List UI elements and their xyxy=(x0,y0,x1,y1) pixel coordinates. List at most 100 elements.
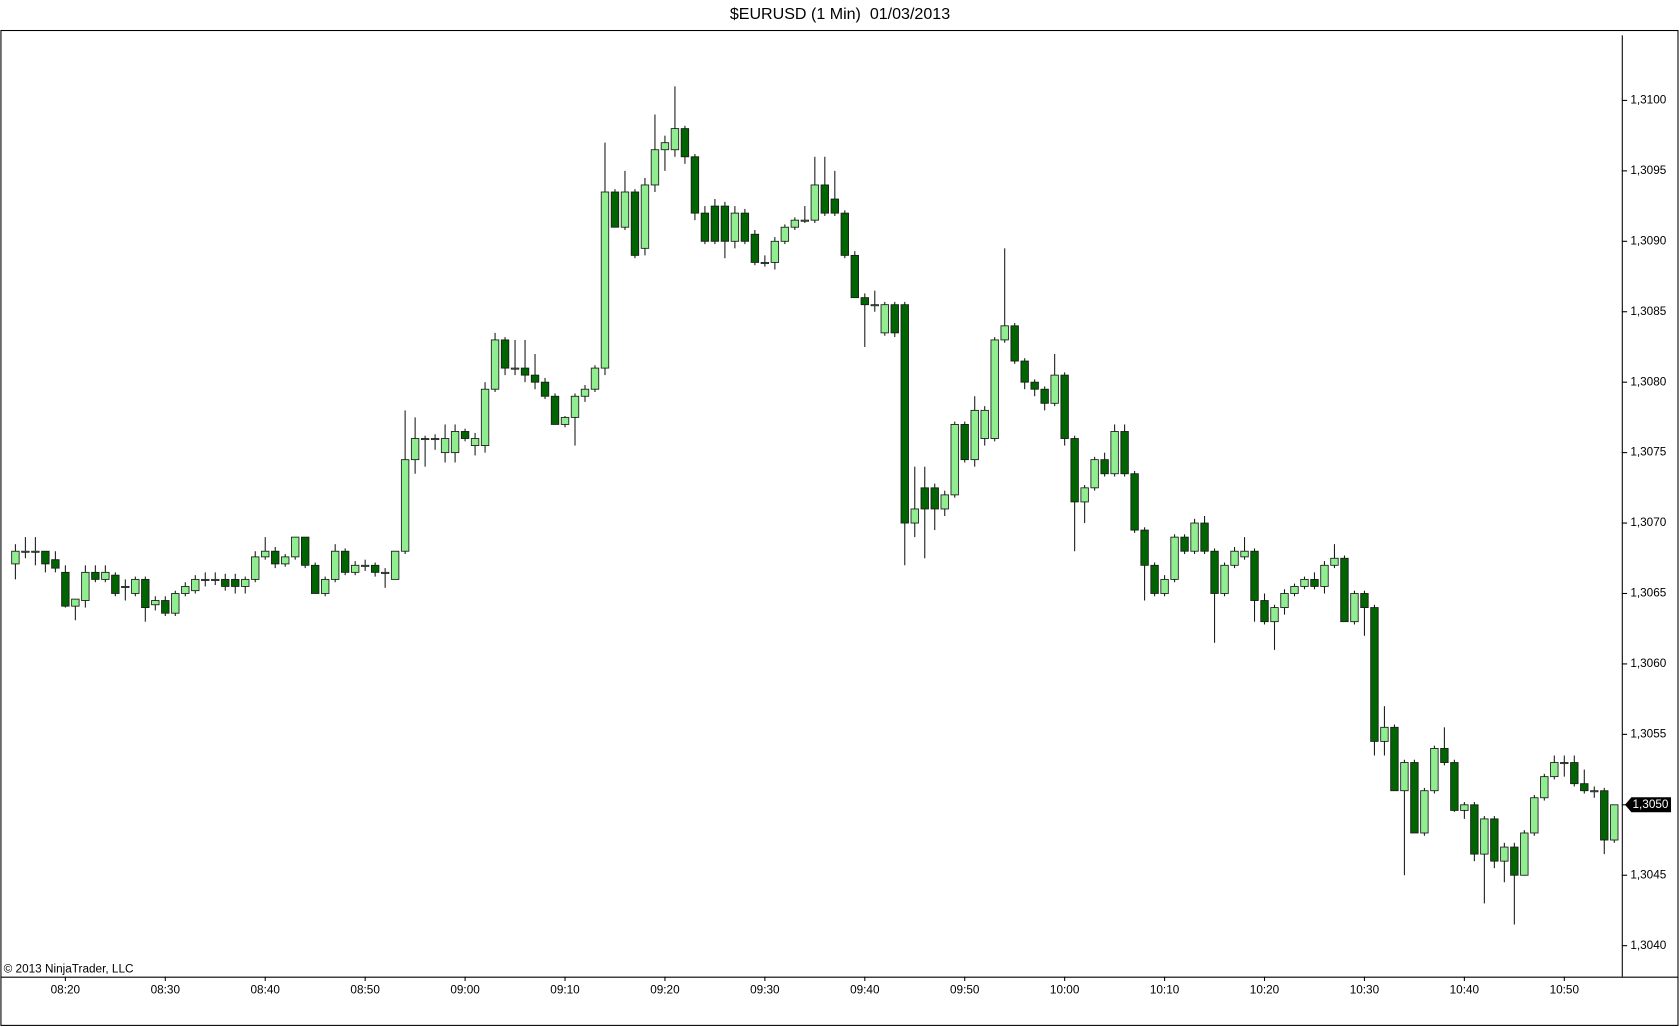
candle-body xyxy=(1090,459,1099,489)
candle-body xyxy=(840,212,849,256)
candle-body xyxy=(330,550,340,580)
candle-body xyxy=(231,578,240,587)
candle-body xyxy=(550,395,560,425)
candle-body xyxy=(41,550,50,565)
candle-body xyxy=(281,556,290,565)
candle-body xyxy=(1230,550,1239,566)
candle-body xyxy=(370,564,380,573)
candle-body xyxy=(1490,818,1499,862)
candle-body xyxy=(1130,473,1139,531)
candle-body xyxy=(770,240,780,263)
candle-body xyxy=(1020,360,1029,383)
candle-body xyxy=(1520,832,1529,876)
candle-body xyxy=(1190,522,1199,552)
candle-body xyxy=(211,578,220,581)
y-tick-label: 1,3100 xyxy=(1630,94,1666,107)
candle-body xyxy=(690,156,700,214)
candle-body xyxy=(400,459,410,552)
x-tick-label: 10:40 xyxy=(1450,984,1480,997)
candle-body xyxy=(191,578,200,592)
candle-body xyxy=(241,578,250,587)
candle-body xyxy=(850,254,859,299)
candle-body xyxy=(21,550,30,553)
candle-body xyxy=(710,205,720,242)
candle-body xyxy=(1510,846,1519,876)
candle-body xyxy=(1500,846,1509,862)
candle-body xyxy=(720,205,730,242)
candle-body xyxy=(1200,522,1209,552)
candle-body xyxy=(700,212,710,242)
candle-body xyxy=(1000,325,1009,341)
candle-body xyxy=(141,578,150,609)
candle-body xyxy=(750,233,760,263)
candle-body xyxy=(640,184,650,249)
candle-body xyxy=(1070,438,1079,503)
candle-body xyxy=(91,571,100,580)
x-tick-label: 10:00 xyxy=(1050,984,1080,997)
candle-body xyxy=(71,598,80,607)
y-tick-label: 1,3055 xyxy=(1630,727,1666,740)
candle-body xyxy=(81,571,90,601)
candle-body xyxy=(1530,797,1539,834)
x-tick-label: 10:50 xyxy=(1550,984,1580,997)
candle-body xyxy=(181,586,190,594)
candle-body xyxy=(1320,564,1329,587)
candle-body xyxy=(1400,762,1409,792)
candle-body xyxy=(321,578,330,594)
candle-body xyxy=(870,304,879,307)
candle-body xyxy=(1550,762,1559,778)
candle-body xyxy=(970,409,979,461)
candle-body xyxy=(1430,748,1439,792)
x-tick-label: 09:00 xyxy=(450,984,480,997)
candle-body xyxy=(340,550,350,573)
candle-body xyxy=(131,578,140,594)
candle-body xyxy=(291,536,300,558)
candle-body xyxy=(1240,550,1249,558)
candle-body xyxy=(101,571,110,580)
candle-body xyxy=(390,550,400,580)
candle-body xyxy=(540,381,550,397)
candle-body xyxy=(730,212,740,242)
candle-body xyxy=(1540,776,1549,799)
candle-body xyxy=(1060,374,1069,439)
candle-body xyxy=(760,262,770,264)
y-tick-label: 1,3080 xyxy=(1630,375,1666,388)
candle-body xyxy=(1310,578,1319,587)
candle-body xyxy=(350,564,360,573)
candle-body xyxy=(460,431,470,439)
candle-body xyxy=(360,564,370,567)
y-tick-label: 1,3085 xyxy=(1630,305,1666,318)
candle-body xyxy=(900,304,909,524)
candle-body xyxy=(960,424,969,461)
candle-body xyxy=(580,388,590,397)
candle-body xyxy=(890,304,899,334)
x-tick-label: 09:30 xyxy=(750,984,780,997)
y-tick-label: 1,3095 xyxy=(1630,164,1666,177)
candle-body xyxy=(950,424,959,496)
candle-body xyxy=(410,438,420,461)
candle-body xyxy=(940,494,949,510)
x-tick-label: 10:30 xyxy=(1350,984,1380,997)
candle-body xyxy=(1590,790,1599,793)
candle-body xyxy=(251,556,260,580)
x-tick-label: 10:10 xyxy=(1150,984,1180,997)
candle-body xyxy=(161,600,170,614)
candle-body xyxy=(1600,790,1609,841)
candle-body xyxy=(820,184,830,214)
y-tick-label: 1,3040 xyxy=(1630,939,1666,952)
candle-body xyxy=(1110,431,1119,475)
candle-body xyxy=(630,191,640,256)
candle-body xyxy=(420,438,430,441)
candle-body xyxy=(430,438,440,441)
candle-body xyxy=(1570,762,1579,785)
candle-body xyxy=(1180,536,1189,552)
candle-body xyxy=(670,128,680,151)
copyright: © 2013 NinjaTrader, LLC xyxy=(4,962,134,975)
candle-body xyxy=(910,508,919,524)
candle-body xyxy=(1150,564,1159,594)
candle-body xyxy=(860,297,869,306)
candle-body xyxy=(990,339,999,439)
last-price-tag xyxy=(1624,797,1672,813)
candle-body xyxy=(470,438,480,446)
